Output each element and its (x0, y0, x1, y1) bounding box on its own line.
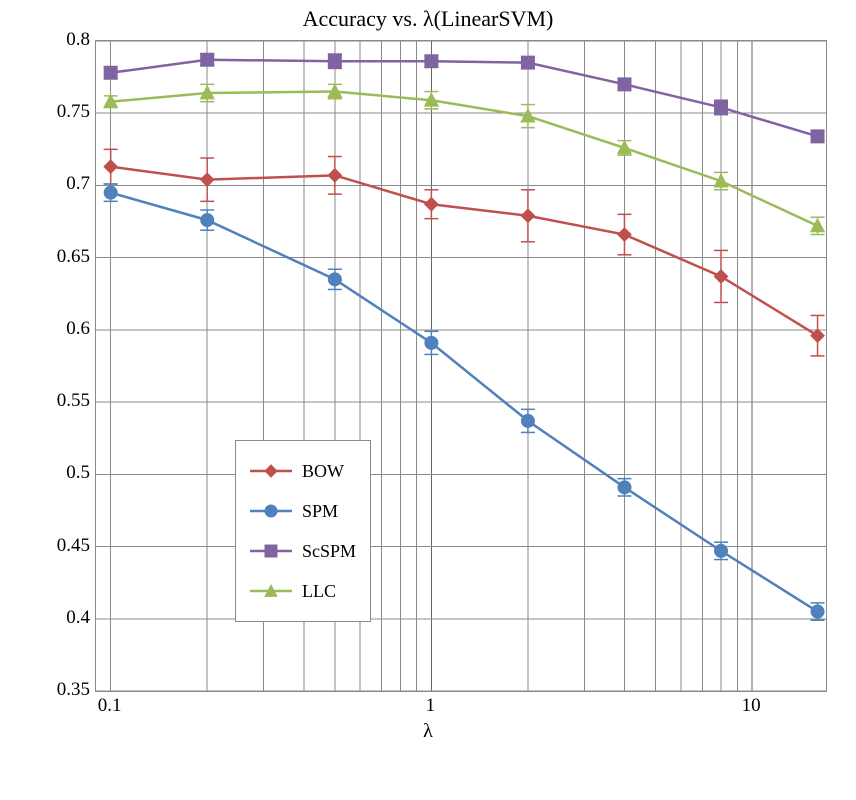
marker (522, 415, 534, 427)
y-tick-label: 0.6 (30, 318, 90, 340)
y-tick-label: 0.65 (30, 246, 90, 268)
marker (618, 481, 630, 493)
y-tick-label: 0.5 (30, 462, 90, 484)
chart-title: Accuracy vs. λ(LinearSVM) (0, 6, 856, 32)
x-tick-label: 1 (426, 695, 436, 717)
marker (201, 214, 213, 226)
marker (618, 229, 630, 241)
marker (105, 67, 117, 79)
marker (715, 270, 727, 282)
plot-svg (96, 41, 826, 691)
legend-swatch (250, 461, 292, 481)
marker (812, 606, 824, 618)
legend-swatch (250, 541, 292, 561)
marker (329, 273, 341, 285)
legend-swatch (250, 581, 292, 601)
plot-area (95, 40, 827, 692)
line (111, 60, 818, 137)
marker (201, 174, 213, 186)
marker (812, 220, 824, 231)
line (111, 167, 818, 336)
legend-row-SPM: SPM (250, 491, 356, 531)
marker (329, 169, 341, 181)
y-tick-label: 0.75 (30, 101, 90, 123)
y-tick-label: 0.4 (30, 607, 90, 629)
y-tick-label: 0.35 (30, 679, 90, 701)
legend-label: LLC (302, 581, 336, 602)
marker (105, 187, 117, 199)
legend-label: BOW (302, 461, 344, 482)
legend-swatch (250, 501, 292, 521)
y-tick-label: 0.45 (30, 535, 90, 557)
legend-row-LLC: LLC (250, 571, 356, 611)
marker (812, 130, 824, 142)
marker (522, 57, 534, 69)
legend-label: SPM (302, 501, 338, 522)
marker (715, 101, 727, 113)
legend-row-ScSPM: ScSPM (250, 531, 356, 571)
legend-row-BOW: BOW (250, 451, 356, 491)
chart-container: Accuracy vs. λ(LinearSVM) λ 0.35 0.4 0.45 0… (0, 0, 856, 800)
x-axis-label: λ (423, 720, 433, 743)
x-tick-label: 0.1 (98, 695, 122, 717)
marker (329, 55, 341, 67)
marker (522, 210, 534, 222)
marker (425, 55, 437, 67)
legend-label: ScSPM (302, 541, 356, 562)
y-tick-label: 0.7 (30, 173, 90, 195)
marker (425, 198, 437, 210)
marker (201, 54, 213, 66)
marker (715, 545, 727, 557)
marker (425, 337, 437, 349)
y-tick-label: 0.8 (30, 29, 90, 51)
x-tick-label: 10 (742, 695, 761, 717)
line (111, 92, 818, 226)
y-tick-label: 0.55 (30, 390, 90, 412)
marker (618, 78, 630, 90)
marker (105, 161, 117, 173)
legend: BOW SPM ScSPM LLC (235, 440, 371, 622)
marker (812, 330, 824, 342)
